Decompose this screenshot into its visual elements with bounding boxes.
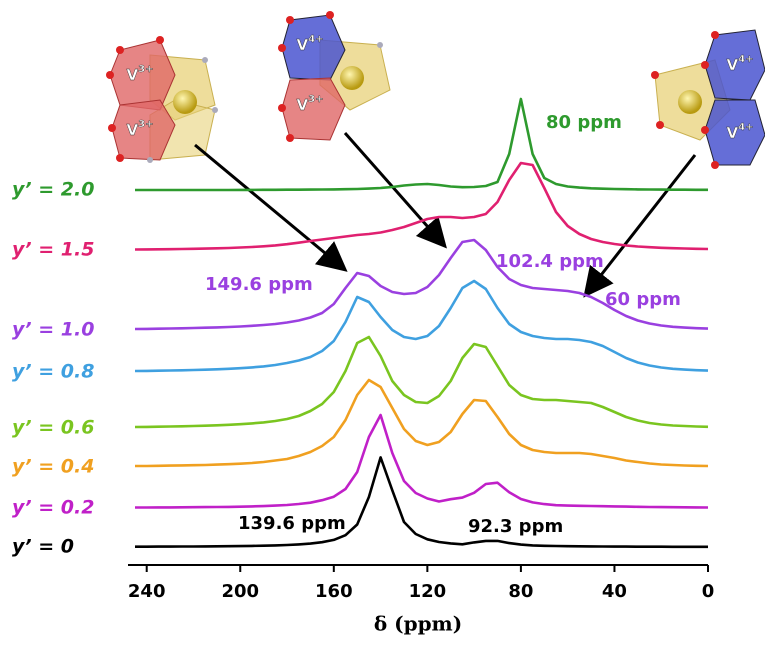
- ion-charge: 3+: [138, 64, 153, 75]
- x-axis-title: δ (ppm): [374, 612, 462, 636]
- chart: δ (ppm) 240 200 160 120 80 40 0 y’ = 0 y’ = 0.2 y…: [0, 0, 765, 641]
- ion-element: V: [297, 36, 309, 54]
- x-tick-label: 0: [702, 581, 715, 602]
- spectrum-line: [135, 457, 708, 546]
- annotation: 60 ppm: [605, 289, 681, 310]
- legend-label: y’ = 0.2: [12, 497, 94, 519]
- page: {"chart_data": {"type": "line", "x": [24…: [0, 0, 765, 641]
- spectrum-line: [135, 337, 708, 427]
- x-tick-label: 160: [315, 581, 353, 602]
- ion-element: V: [127, 121, 139, 139]
- x-tick-label: 120: [409, 581, 447, 602]
- spectrum-line: [135, 99, 708, 190]
- spectrum-line: [135, 380, 708, 466]
- ion-element: V: [127, 66, 139, 84]
- legend-label: y’ = 1.0: [12, 319, 94, 341]
- spectrum-line: [135, 163, 708, 250]
- x-tick-label: 80: [508, 581, 533, 602]
- legend-label: y’ = 2.0: [12, 179, 94, 201]
- structure-left: [106, 36, 218, 163]
- ion-charge: 4+: [738, 122, 753, 133]
- spectrum-line: [135, 415, 708, 508]
- x-tick-label: 240: [128, 581, 166, 602]
- legend-label: y’ = 0.8: [12, 361, 94, 383]
- x-tick-label: 40: [602, 581, 627, 602]
- ion-charge: 4+: [308, 34, 323, 45]
- legend-label: y’ = 1.5: [12, 239, 94, 261]
- x-tick-label: 200: [221, 581, 259, 602]
- ion-element: V: [297, 96, 309, 114]
- structure-right: [651, 30, 765, 169]
- ion-charge: 3+: [138, 119, 153, 130]
- legend-label: y’ = 0: [12, 536, 74, 558]
- ion-charge: 3+: [308, 94, 323, 105]
- legend-label: y’ = 0.6: [12, 417, 94, 439]
- ion-element: V: [727, 124, 739, 142]
- annotation: 102.4 ppm: [496, 251, 604, 272]
- annotation: 92.3 ppm: [468, 516, 563, 537]
- arrow: [587, 155, 695, 293]
- annotation: 80 ppm: [546, 112, 622, 133]
- ion-element: V: [727, 56, 739, 74]
- structure-middle: [278, 11, 390, 142]
- annotation: 139.6 ppm: [238, 513, 346, 534]
- legend-label: y’ = 0.4: [12, 456, 94, 478]
- annotation: 149.6 ppm: [205, 274, 313, 295]
- ion-charge: 4+: [738, 54, 753, 65]
